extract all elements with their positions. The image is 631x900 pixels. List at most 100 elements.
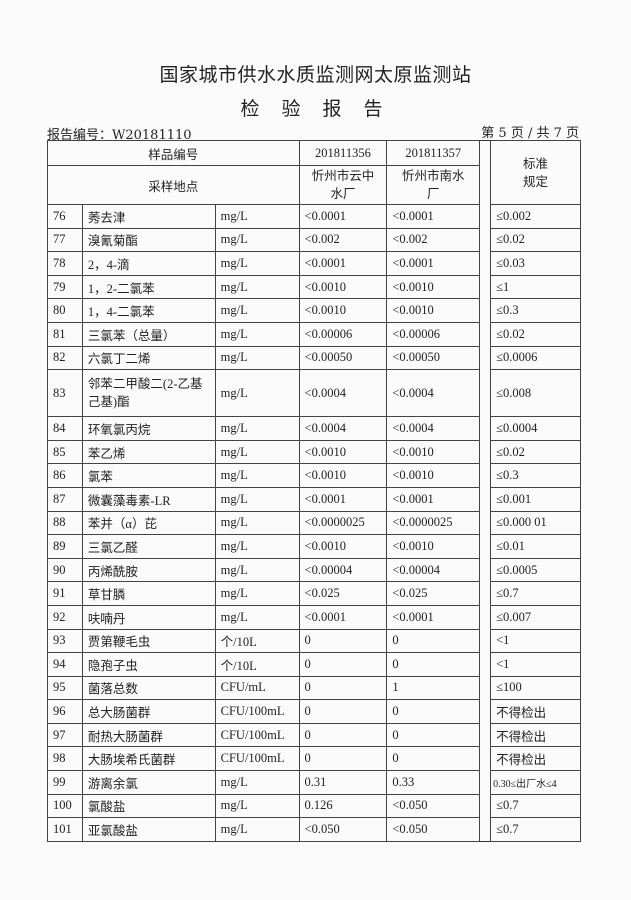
item-number: 78	[47, 251, 83, 276]
item-name: 苯乙烯	[81, 439, 216, 465]
result-sample-1: <0.025	[298, 581, 388, 606]
standard-value: 不得检出	[490, 699, 581, 724]
sample-id-label: 样品编号	[47, 140, 300, 166]
table-row: 88 苯并（α）芘 mg/L <0.0000025 <0.0000025 ≤0.000 0…	[47, 510, 581, 536]
result-sample-2: 0.33	[386, 770, 481, 795]
unit: mg/L	[214, 298, 300, 323]
unit: mg/L	[214, 581, 300, 606]
table-row: 96 总大肠菌群 CFU/100mL 0 0 不得检出	[47, 699, 581, 724]
item-name: 六氯丁二烯	[81, 345, 216, 371]
item-name: 苯并（α）芘	[81, 510, 216, 536]
item-number: 81	[47, 321, 83, 347]
result-sample-1: <0.00050	[298, 345, 388, 371]
sample-location-row: 采样地点 忻州市云中水厂 忻州市南水厂	[47, 165, 581, 205]
standard-value: ≤0.0005	[490, 557, 581, 583]
item-name: 耐热大肠菌群	[81, 722, 216, 748]
standard-value: ≤0.7	[490, 793, 581, 819]
blank-cell	[479, 346, 492, 370]
blank-cell	[479, 440, 492, 464]
unit: mg/L	[214, 534, 300, 559]
standard-value: ≤0.02	[490, 439, 581, 465]
result-sample-2: <0.0001	[386, 604, 481, 630]
item-number: 92	[47, 604, 83, 630]
table-row: 81 三氯苯（总量） mg/L <0.00006 <0.00006 ≤0.02	[47, 321, 581, 347]
item-name: 微囊藻毒素-LR	[81, 486, 216, 512]
blank-cell	[479, 322, 492, 347]
result-sample-2: <0.050	[386, 793, 481, 819]
table-row: 85 苯乙烯 mg/L <0.0010 <0.0010 ≤0.02	[47, 439, 581, 465]
item-name: 隐孢子虫	[81, 652, 216, 677]
unit: mg/L	[214, 345, 300, 371]
result-sample-2: 0	[386, 746, 481, 772]
result-sample-2: <0.0001	[386, 204, 481, 229]
table-row: 98 大肠埃希氏菌群 CFU/100mL 0 0 不得检出	[47, 746, 581, 772]
result-sample-2: 1	[386, 675, 481, 701]
item-name: 三氯乙醛	[81, 534, 216, 559]
result-sample-1: <0.0001	[298, 204, 388, 229]
result-sample-1: <0.0010	[298, 439, 388, 465]
blank-cell	[479, 534, 492, 559]
result-sample-2: 0	[386, 628, 481, 654]
result-sample-1: <0.0001	[298, 251, 388, 276]
blank-cell	[479, 723, 492, 747]
item-number: 98	[47, 746, 83, 772]
result-sample-2: <0.0001	[386, 251, 481, 276]
unit: mg/L	[214, 321, 300, 347]
unit: mg/L	[214, 463, 300, 488]
standard-value: <1	[490, 628, 581, 654]
unit: CFU/100mL	[214, 746, 300, 772]
item-number: 94	[47, 652, 83, 677]
result-sample-1: <0.0001	[298, 486, 388, 512]
standard-value: ≤0.3	[490, 298, 581, 323]
document-title: 检 验 报 告	[240, 98, 391, 120]
item-number: 96	[47, 699, 83, 724]
table-row: 83 邻苯二甲酸二(2-乙基己基)酯 mg/L <0.0004 <0.0004 ≤0.00…	[47, 369, 581, 418]
item-number: 89	[47, 534, 83, 559]
item-name: 环氧氯丙烷	[81, 416, 216, 441]
table-row: 76 莠去津 mg/L <0.0001 <0.0001 ≤0.002	[47, 204, 581, 229]
sample-id-1: 201811356	[298, 140, 388, 166]
result-sample-1: <0.0010	[298, 274, 388, 300]
unit: mg/L	[214, 510, 300, 536]
standard-value: ≤0.001	[490, 486, 581, 512]
blank-cell	[479, 629, 492, 653]
item-number: 79	[47, 274, 83, 300]
item-name: 呋喃丹	[81, 604, 216, 630]
page-indicator: 第 5 页 / 共 7 页	[481, 126, 579, 141]
table-row: 95 菌落总数 CFU/mL 0 1 ≤100	[47, 675, 581, 701]
table-row: 93 贾第鞭毛虫 个/10L 0 0 <1	[47, 628, 581, 654]
item-name: 2，4-滴	[81, 251, 216, 276]
result-sample-1: <0.050	[298, 817, 388, 842]
result-sample-2: <0.00006	[386, 321, 481, 347]
result-sample-1: <0.0010	[298, 463, 388, 488]
organization-name: 国家城市供水水质监测网太原监测站	[159, 64, 472, 86]
unit: mg/L	[214, 817, 300, 842]
item-name: 三氯苯（总量）	[81, 321, 216, 347]
blank-cell	[479, 746, 492, 771]
blank-cell	[479, 511, 492, 535]
item-number: 99	[47, 770, 83, 795]
blank-cell	[479, 251, 492, 276]
unit: mg/L	[214, 251, 300, 276]
item-name: 草甘膦	[81, 581, 216, 606]
blank-cell	[479, 652, 492, 677]
standard-value: ≤0.008	[490, 369, 581, 418]
unit: mg/L	[214, 439, 300, 465]
unit: mg/L	[214, 486, 300, 512]
item-name: 1，4-二氯苯	[81, 298, 216, 323]
standard-value: ≤0.01	[490, 534, 581, 559]
item-number: 95	[47, 675, 83, 701]
result-sample-2: <0.0010	[386, 534, 481, 559]
sample-location-label: 采样地点	[47, 165, 300, 205]
table-row: 86 氯苯 mg/L <0.0010 <0.0010 ≤0.3	[47, 463, 581, 488]
result-sample-1: <0.002	[298, 227, 388, 253]
result-sample-2: 0	[386, 652, 481, 677]
standard-value: ≤0.007	[490, 604, 581, 630]
blank-cell	[479, 416, 492, 441]
unit: mg/L	[214, 369, 300, 418]
sample-id-row: 样品编号 201811356 201811357 标准规定	[47, 140, 581, 205]
item-number: 97	[47, 722, 83, 748]
table-row: 100 氯酸盐 mg/L 0.126 <0.050 ≤0.7	[47, 793, 581, 819]
standard-value: ≤0.02	[490, 227, 581, 253]
item-name: 总大肠菌群	[81, 699, 216, 724]
